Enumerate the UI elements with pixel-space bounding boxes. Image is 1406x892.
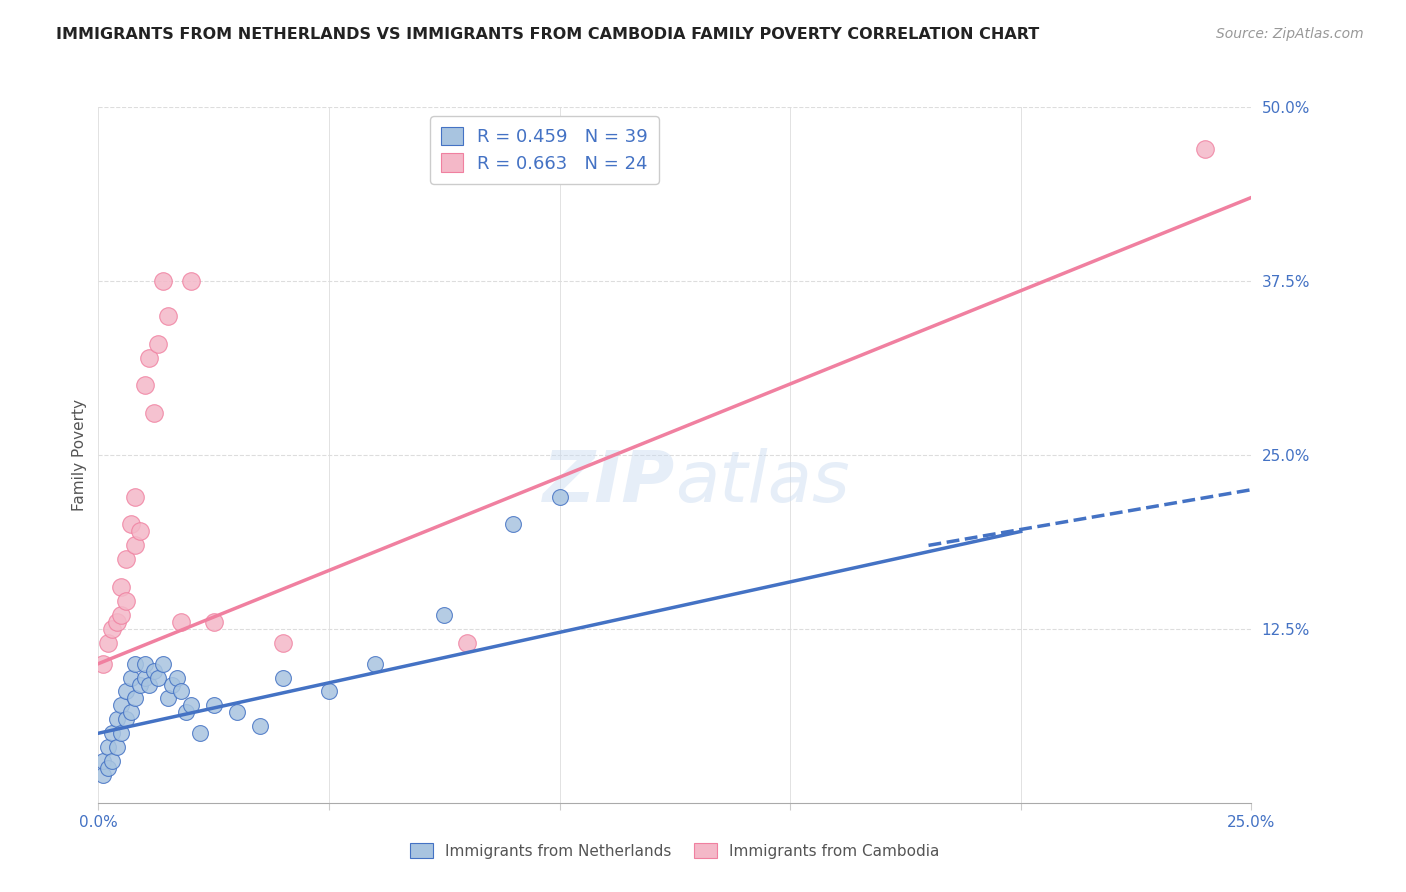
Point [129,677,152,691]
Point [97,761,120,775]
Point [91,754,114,768]
Point [105,615,128,629]
Point [115,552,138,566]
Point [134,657,156,671]
Point [160,677,183,691]
Point [138,677,160,691]
Point [110,698,132,713]
Text: IMMIGRANTS FROM NETHERLANDS VS IMMIGRANTS FROM CAMBODIA FAMILY POVERTY CORRELATI: IMMIGRANTS FROM NETHERLANDS VS IMMIGRANT… [56,27,1039,42]
Point [170,615,193,629]
Point [170,684,193,698]
Point [110,580,132,594]
Point [91,768,114,782]
Point [91,657,114,671]
Point [202,615,225,629]
Point [124,490,146,504]
Point [120,706,142,720]
Point [115,684,138,698]
Point [166,671,188,685]
Point [101,622,124,636]
Point [124,691,146,706]
Point [180,698,202,713]
Point [249,719,271,733]
Point [152,657,174,671]
Point [502,517,524,532]
Point [174,706,197,720]
Point [124,657,146,671]
Point [97,740,120,755]
Point [202,698,225,713]
Point [120,517,142,532]
Point [97,636,120,650]
Point [148,671,170,685]
Point [124,538,146,552]
Point [456,636,478,650]
Point [271,636,294,650]
Point [138,351,160,365]
Point [115,594,138,608]
Text: ZIP: ZIP [543,449,675,517]
Point [101,754,124,768]
Point [318,684,340,698]
Point [134,671,156,685]
Point [271,671,294,685]
Point [110,726,132,740]
Point [152,274,174,288]
Text: atlas: atlas [675,449,849,517]
Point [180,274,202,288]
Point [364,657,387,671]
Point [110,607,132,622]
Point [101,726,124,740]
Y-axis label: Family Poverty: Family Poverty [72,399,87,511]
Point [156,309,179,323]
Point [120,671,142,685]
Point [225,706,247,720]
Point [142,664,165,678]
Point [148,336,170,351]
Point [105,712,128,726]
Text: Source: ZipAtlas.com: Source: ZipAtlas.com [1216,27,1364,41]
Legend: Immigrants from Netherlands, Immigrants from Cambodia: Immigrants from Netherlands, Immigrants … [404,837,946,864]
Point [129,524,152,539]
Point [156,691,179,706]
Point [548,490,571,504]
Point [1194,142,1216,156]
Point [134,378,156,392]
Point [188,726,211,740]
Point [105,740,128,755]
Point [433,607,456,622]
Point [142,406,165,420]
Point [115,712,138,726]
